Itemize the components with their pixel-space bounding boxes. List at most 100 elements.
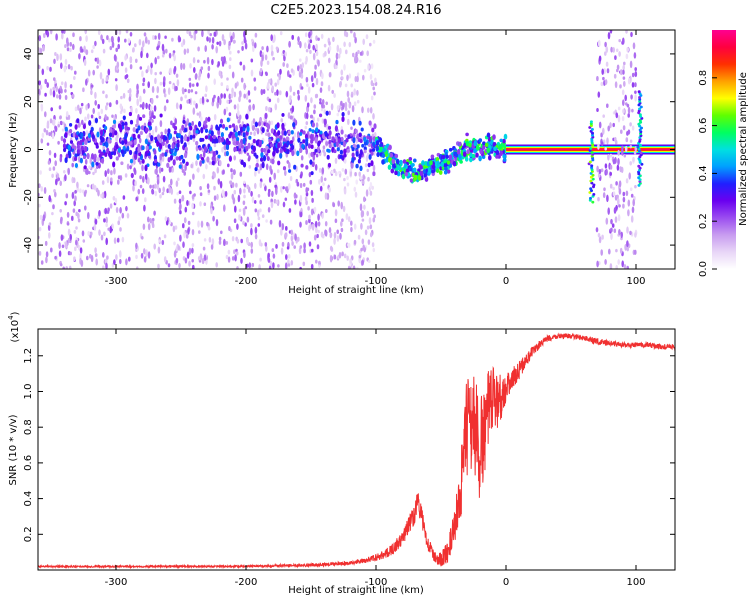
- heatmap-cell: [200, 156, 205, 161]
- heatmap-cell: [269, 219, 273, 225]
- heatmap-cell: [164, 216, 168, 222]
- heatmap-cell: [218, 40, 222, 47]
- heatmap-cell: [333, 237, 336, 245]
- heatmap-cell: [351, 147, 355, 152]
- heatmap-cell: [624, 145, 628, 153]
- heatmap-cell: [316, 148, 320, 153]
- heatmap-cell: [161, 43, 165, 52]
- heatmap-cell: [158, 167, 162, 174]
- heatmap-cell: [326, 148, 330, 153]
- heatmap-cell: [637, 90, 641, 94]
- heatmap-cell: [69, 140, 74, 144]
- heatmap-cell: [609, 263, 613, 269]
- heatmap-cell: [159, 71, 162, 75]
- heatmap-cell: [238, 142, 242, 149]
- heatmap-cell: [173, 130, 177, 135]
- heatmap-cell: [109, 102, 112, 108]
- heatmap-cell: [381, 159, 385, 165]
- heatmap-cell: [317, 141, 321, 147]
- heatmap-cell: [488, 154, 492, 161]
- heatmap-cell: [456, 148, 461, 155]
- heatmap-cell: [142, 40, 145, 48]
- heatmap-cell: [252, 118, 256, 125]
- heatmap-cell: [139, 95, 142, 103]
- heatmap-cell: [495, 149, 500, 156]
- heatmap-cell: [87, 211, 90, 220]
- heatmap-cell: [333, 93, 336, 98]
- heatmap-cell: [86, 255, 89, 261]
- heatmap-cell: [198, 230, 201, 234]
- heatmap-cell: [606, 194, 609, 203]
- heatmap-cell: [607, 153, 610, 161]
- heatmap-cell: [115, 254, 118, 261]
- heatmap-cell: [232, 197, 236, 205]
- heatmap-cell: [223, 56, 226, 64]
- heatmap-cell: [199, 137, 203, 143]
- heatmap-cell: [122, 92, 126, 99]
- heatmap-cell: [84, 205, 87, 211]
- heatmap-cell: [161, 141, 165, 147]
- heatmap-cell: [57, 177, 60, 182]
- heatmap-cell: [144, 164, 148, 172]
- heatmap-cell: [89, 157, 93, 165]
- heatmap-cell: [320, 33, 324, 40]
- heatmap-cell: [139, 131, 143, 135]
- heatmap-cell: [117, 43, 120, 50]
- heatmap-cell: [390, 168, 395, 174]
- heatmap-cell: [160, 131, 163, 135]
- heatmap-cell: [365, 155, 369, 162]
- heatmap-cell: [345, 213, 349, 221]
- heatmap-cell: [394, 153, 399, 159]
- heatmap-cell: [219, 180, 223, 189]
- heatmap-cell: [301, 144, 305, 149]
- heatmap-cell: [99, 72, 103, 80]
- heatmap-cell: [328, 187, 331, 193]
- heatmap-cell: [339, 81, 342, 88]
- heatmap-cell: [248, 165, 252, 169]
- heatmap-cell: [637, 122, 641, 126]
- heatmap-cell: [183, 135, 187, 142]
- heatmap-cell: [112, 119, 117, 125]
- heatmap-cell: [600, 249, 603, 256]
- heatmap-cell: [171, 37, 174, 42]
- heatmap-cell: [64, 132, 68, 138]
- heatmap-cell: [307, 86, 311, 94]
- heatmap-cell: [173, 65, 177, 72]
- heatmap-cell: [315, 35, 318, 41]
- heatmap-cell: [233, 91, 237, 98]
- heatmap-cell: [175, 73, 179, 78]
- heatmap-cell: [361, 238, 365, 245]
- heatmap-cell: [607, 32, 611, 40]
- heatmap-cell: [71, 142, 75, 149]
- heatmap-cell: [205, 163, 208, 170]
- heatmap-cell: [634, 249, 637, 255]
- heatmap-cell: [204, 45, 207, 53]
- heatmap-cell: [325, 110, 329, 116]
- y-tick-label: 40: [23, 48, 34, 61]
- heatmap-cell: [105, 262, 108, 269]
- heatmap-cell: [134, 180, 137, 187]
- heatmap-cell: [324, 130, 328, 137]
- heatmap-cell: [251, 196, 255, 204]
- heatmap-cell: [102, 252, 105, 258]
- heatmap-cell: [251, 262, 255, 268]
- heatmap-cell: [228, 225, 231, 232]
- heatmap-cell: [69, 123, 73, 127]
- heatmap-cell: [175, 86, 178, 91]
- heatmap-cell: [140, 252, 144, 259]
- heatmap-cell: [236, 103, 240, 111]
- heatmap-cell: [64, 201, 67, 206]
- heatmap-cell: [87, 69, 91, 77]
- heatmap-cell: [178, 190, 182, 195]
- heatmap-cell: [328, 227, 332, 234]
- heatmap-cell: [147, 251, 151, 259]
- heatmap-cell: [133, 159, 136, 165]
- heatmap-cell: [361, 180, 365, 185]
- heatmap-cell: [258, 239, 262, 247]
- heatmap-cell: [182, 89, 185, 95]
- heatmap-cell: [233, 147, 238, 152]
- heatmap-cell: [102, 48, 106, 54]
- heatmap-cell: [296, 181, 300, 187]
- heatmap-cell: [350, 30, 353, 34]
